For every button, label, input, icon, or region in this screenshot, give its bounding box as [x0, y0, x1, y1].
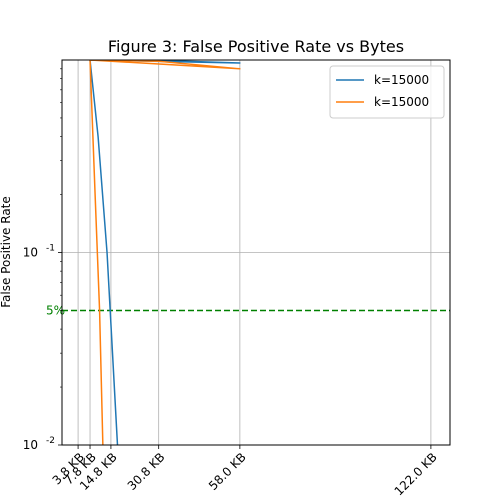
- reference-layer: 5%: [46, 303, 450, 317]
- reference-line-label: 5%: [46, 303, 65, 317]
- y-tick-label: 10: [23, 438, 38, 452]
- legend-label-1: k=15000: [374, 73, 429, 87]
- chart-title: Figure 3: False Positive Rate vs Bytes: [108, 37, 404, 56]
- legend: k=15000 k=15000: [329, 65, 445, 119]
- y-tick-exponent: -2: [46, 436, 55, 446]
- y-tick-label: 10: [23, 246, 38, 260]
- y-axis-label: False Positive Rate: [0, 196, 13, 308]
- legend-box: [329, 65, 445, 119]
- series-line-2: [89, 60, 241, 445]
- y-tick-exponent: -1: [46, 244, 55, 254]
- y-axis-ticks: 10 -1 10 -2: [23, 68, 62, 452]
- legend-label-2: k=15000: [374, 95, 429, 109]
